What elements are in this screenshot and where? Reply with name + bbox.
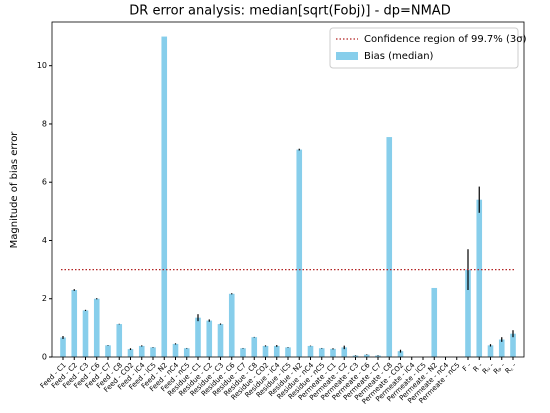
bar: [105, 345, 111, 357]
bar: [397, 351, 404, 357]
bar: [71, 290, 78, 357]
bar: [386, 137, 393, 357]
bar: [206, 320, 213, 357]
legend-label: Bias (median): [364, 51, 434, 62]
bar: [262, 345, 269, 357]
bar: [172, 343, 179, 357]
bar: [318, 348, 325, 357]
y-tick-label: 10: [37, 61, 47, 70]
bar: [431, 287, 438, 357]
bar: [510, 333, 516, 357]
y-tick-label: 4: [42, 236, 47, 245]
bar: [375, 355, 381, 357]
bar: [341, 347, 348, 357]
bar: [228, 293, 235, 357]
bar: [82, 310, 89, 357]
bar: [138, 345, 145, 357]
bar: [273, 345, 280, 357]
legend-label: Confidence region of 99.7% (3σ): [364, 34, 527, 45]
bar: [465, 269, 471, 357]
bar: [363, 354, 370, 357]
bar: [307, 345, 314, 357]
bar: [217, 324, 224, 357]
y-tick-label: 8: [42, 119, 47, 128]
y-axis-label: Magnitude of bias error: [9, 131, 20, 249]
bar: [330, 348, 336, 357]
bar: [116, 324, 123, 357]
bar: [476, 199, 483, 357]
y-tick-label: 0: [42, 353, 47, 362]
y-tick-label: 6: [42, 178, 47, 187]
bar: [93, 298, 100, 357]
bar: [487, 345, 494, 357]
bar: [285, 347, 291, 357]
chart-title: DR error analysis: median[sqrt(Fobj)] - …: [129, 4, 450, 19]
legend-swatch: [336, 52, 358, 60]
plot-frame: [51, 21, 525, 358]
bar: [127, 349, 134, 357]
bar: [195, 317, 201, 357]
bar: [183, 348, 190, 357]
bar: [352, 355, 359, 357]
bar: [251, 337, 258, 357]
bar: [296, 149, 303, 357]
legend-box: [329, 27, 519, 69]
bar: [150, 347, 156, 357]
bar: [498, 339, 505, 357]
bar: [60, 337, 66, 357]
bar: [161, 36, 168, 357]
x-tick-label: R꜀ -: [504, 361, 519, 376]
bar: [240, 348, 246, 357]
y-tick-label: 2: [42, 294, 47, 303]
